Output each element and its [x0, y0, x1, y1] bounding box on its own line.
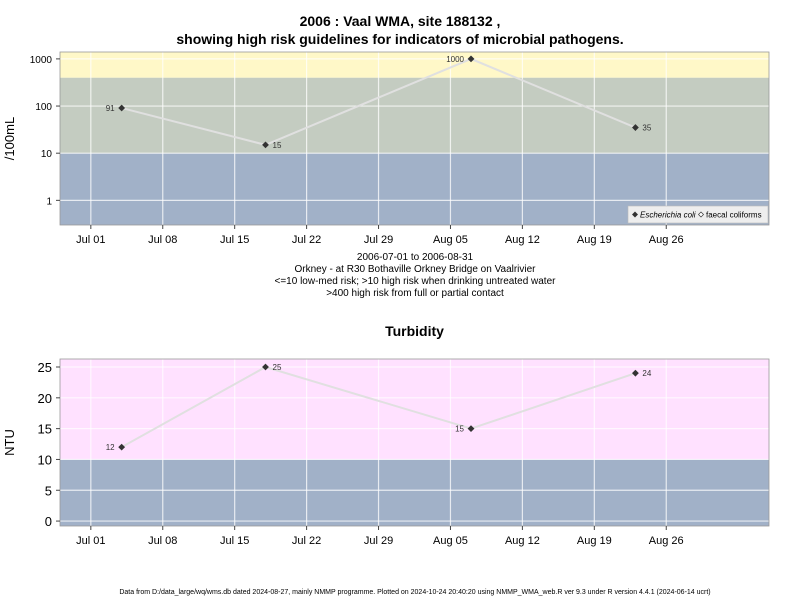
plot-frame — [59, 358, 770, 527]
y-axis-label: NTU — [2, 429, 17, 456]
x-tick-label: Aug 19 — [577, 234, 612, 246]
y-tick-label: 5 — [45, 483, 52, 498]
x-tick-label: Aug 05 — [433, 535, 468, 547]
risk-band-2 — [60, 52, 769, 78]
x-tick-label: Jul 29 — [364, 535, 393, 547]
turbidity-chart: Turbidity 0 5 10 15 20 25 Jul 01 Jul 08 Jul 15 Jul… — [2, 323, 770, 547]
x-tick-label: Aug 26 — [649, 234, 684, 246]
x-tick-label: Jul 01 — [76, 234, 105, 246]
y-axis-label: /100mL — [2, 117, 17, 160]
x-tick-label: Jul 01 — [76, 535, 105, 547]
y-tick-label: 10 — [38, 452, 52, 467]
legend-label: Escherichia coli — [640, 211, 696, 220]
y-tick-label: 15 — [38, 422, 52, 437]
legend-open-diamond-icon — [698, 211, 704, 218]
data-point — [467, 425, 475, 433]
x-tick-label: Aug 12 — [505, 234, 540, 246]
date-range-text: 2006-07-01 to 2006-08-31 — [356, 252, 474, 263]
data-label: 15 — [273, 141, 282, 150]
x-tick-label: Jul 22 — [292, 535, 321, 547]
data-point — [632, 124, 639, 131]
data-point — [262, 363, 269, 371]
y-tick-label: 10 — [41, 149, 53, 160]
y-tick-label: 1000 — [30, 55, 53, 66]
risk-band-0 — [60, 459, 769, 526]
data-label: 12 — [106, 443, 115, 452]
location-text: Orkney - at R30 Bothaville Orkney Bridge… — [294, 264, 536, 275]
x-tick-label: Jul 08 — [148, 535, 177, 547]
data-point — [118, 104, 126, 112]
x-tick-label: Jul 08 — [148, 234, 177, 246]
x-tick-label: Aug 26 — [649, 535, 684, 547]
risk-band-1 — [60, 359, 769, 460]
guideline-text-1: <=10 low-med risk; >10 high risk when dr… — [274, 276, 556, 287]
x-tick-label: Jul 22 — [292, 234, 321, 246]
plot-frame — [59, 51, 770, 226]
x-tick-label: Aug 19 — [577, 535, 612, 547]
x-tick-label: Aug 05 — [433, 234, 468, 246]
data-label: 15 — [455, 425, 464, 434]
y-tick-label: 25 — [38, 360, 52, 375]
y-tick-label: 0 — [45, 514, 52, 529]
data-point — [467, 55, 475, 63]
guideline-text-2: >400 high risk from full or partial cont… — [326, 288, 504, 299]
chart-title-line1: 2006 : Vaal WMA, site 188132 , — [299, 13, 501, 29]
y-tick-label: 100 — [35, 102, 52, 113]
x-tick-label: Jul 15 — [220, 234, 249, 246]
series-line — [121, 365, 636, 448]
x-tick-label: Jul 29 — [364, 234, 393, 246]
microbial-chart: 1 10 100 1000 Jul 01 Jul 08 Jul 15 Jul 22 Jul 29… — [2, 51, 770, 246]
data-point — [632, 369, 639, 377]
chart-title-line2: showing high risk guidelines for indicat… — [176, 31, 624, 47]
y-tick-label: 1 — [46, 196, 52, 207]
series-line — [121, 57, 636, 146]
legend-filled-diamond-icon — [632, 211, 638, 218]
legend-box — [627, 205, 769, 224]
panel-title: Turbidity — [385, 323, 444, 339]
data-label: 91 — [106, 104, 115, 113]
data-label: 1000 — [446, 55, 464, 64]
risk-band-1 — [60, 77, 769, 154]
data-label: 35 — [642, 124, 651, 133]
data-point — [118, 443, 126, 451]
x-tick-label: Jul 15 — [220, 535, 249, 547]
legend-label: faecal coliforms — [706, 211, 762, 220]
x-tick-label: Aug 12 — [505, 535, 540, 547]
footer-note: Data from D:/data_large/wq/wms.db dated … — [119, 589, 711, 596]
data-label: 24 — [642, 369, 651, 378]
data-label: 25 — [273, 363, 282, 372]
data-point — [262, 141, 269, 149]
y-tick-label: 20 — [38, 391, 52, 406]
